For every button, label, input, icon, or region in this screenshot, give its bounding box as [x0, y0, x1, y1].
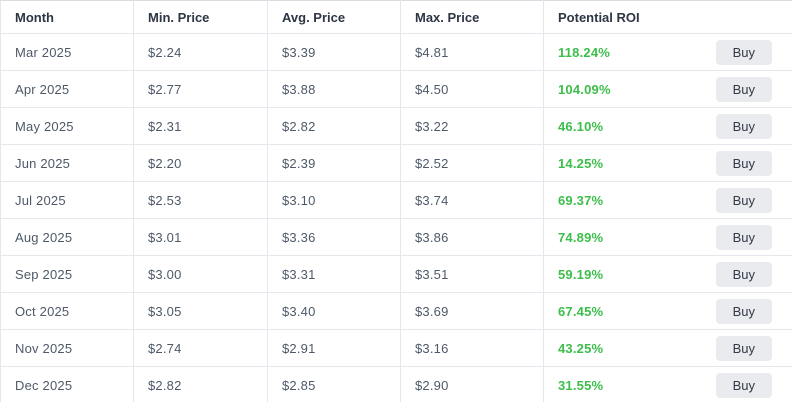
roi-value: 69.37%: [558, 192, 604, 208]
roi-cell-inner: 46.10% Buy: [558, 113, 772, 139]
table-row: Apr 2025 $2.77 $3.88 $4.50 104.09% Buy: [0, 70, 792, 108]
column-header-avg-price: Avg. Price: [267, 0, 401, 34]
roi-cell-inner: 14.25% Buy: [558, 150, 772, 176]
table-row: May 2025 $2.31 $2.82 $3.22 46.10% Buy: [0, 107, 792, 145]
max-price-cell: $3.51: [400, 255, 544, 293]
buy-button[interactable]: Buy: [715, 39, 772, 65]
table-row: Sep 2025 $3.00 $3.31 $3.51 59.19% Buy: [0, 255, 792, 293]
potential-roi-cell: 43.25% Buy: [543, 329, 792, 367]
roi-value: 104.09%: [558, 81, 611, 97]
potential-roi-cell: 69.37% Buy: [543, 181, 792, 219]
roi-cell-inner: 118.24% Buy: [558, 39, 772, 65]
buy-button[interactable]: Buy: [715, 335, 772, 361]
min-price-cell: $2.74: [133, 329, 268, 367]
table-row: Dec 2025 $2.82 $2.85 $2.90 31.55% Buy: [0, 366, 792, 402]
month-cell: Jul 2025: [0, 181, 134, 219]
potential-roi-cell: 118.24% Buy: [543, 33, 792, 71]
max-price-cell: $3.22: [400, 107, 544, 145]
roi-value: 67.45%: [558, 303, 604, 319]
avg-price-cell: $3.10: [267, 181, 401, 219]
table-row: Aug 2025 $3.01 $3.36 $3.86 74.89% Buy: [0, 218, 792, 256]
max-price-cell: $3.86: [400, 218, 544, 256]
min-price-cell: $2.20: [133, 144, 268, 182]
roi-value: 14.25%: [558, 155, 604, 171]
avg-price-cell: $3.36: [267, 218, 401, 256]
table-header: Month Min. Price Avg. Price Max. Price P…: [0, 0, 792, 34]
buy-button[interactable]: Buy: [715, 224, 772, 250]
roi-value: 31.55%: [558, 377, 604, 393]
month-cell: Jun 2025: [0, 144, 134, 182]
min-price-cell: $2.53: [133, 181, 268, 219]
roi-value: 59.19%: [558, 266, 604, 282]
min-price-cell: $3.05: [133, 292, 268, 330]
min-price-cell: $3.01: [133, 218, 268, 256]
max-price-cell: $2.52: [400, 144, 544, 182]
header-row: Month Min. Price Avg. Price Max. Price P…: [0, 0, 792, 34]
month-cell: Oct 2025: [0, 292, 134, 330]
table-row: Jun 2025 $2.20 $2.39 $2.52 14.25% Buy: [0, 144, 792, 182]
avg-price-cell: $2.85: [267, 366, 401, 402]
roi-cell-inner: 69.37% Buy: [558, 187, 772, 213]
min-price-cell: $2.24: [133, 33, 268, 71]
min-price-cell: $2.77: [133, 70, 268, 108]
max-price-cell: $4.50: [400, 70, 544, 108]
avg-price-cell: $3.31: [267, 255, 401, 293]
roi-cell-inner: 104.09% Buy: [558, 76, 772, 102]
buy-button[interactable]: Buy: [715, 76, 772, 102]
min-price-cell: $2.82: [133, 366, 268, 402]
potential-roi-cell: 104.09% Buy: [543, 70, 792, 108]
min-price-cell: $3.00: [133, 255, 268, 293]
month-cell: May 2025: [0, 107, 134, 145]
max-price-cell: $3.16: [400, 329, 544, 367]
buy-button[interactable]: Buy: [715, 298, 772, 324]
potential-roi-cell: 67.45% Buy: [543, 292, 792, 330]
potential-roi-cell: 31.55% Buy: [543, 366, 792, 402]
potential-roi-cell: 59.19% Buy: [543, 255, 792, 293]
column-header-max-price: Max. Price: [400, 0, 544, 34]
avg-price-cell: $2.39: [267, 144, 401, 182]
column-header-potential-roi: Potential ROI: [543, 0, 792, 34]
avg-price-cell: $3.39: [267, 33, 401, 71]
max-price-cell: $3.69: [400, 292, 544, 330]
potential-roi-cell: 14.25% Buy: [543, 144, 792, 182]
min-price-cell: $2.31: [133, 107, 268, 145]
column-header-min-price: Min. Price: [133, 0, 268, 34]
potential-roi-cell: 46.10% Buy: [543, 107, 792, 145]
month-cell: Dec 2025: [0, 366, 134, 402]
month-cell: Nov 2025: [0, 329, 134, 367]
roi-value: 118.24%: [558, 44, 611, 60]
table-row: Oct 2025 $3.05 $3.40 $3.69 67.45% Buy: [0, 292, 792, 330]
month-cell: Sep 2025: [0, 255, 134, 293]
roi-value: 46.10%: [558, 118, 604, 134]
roi-cell-inner: 74.89% Buy: [558, 224, 772, 250]
table-row: Mar 2025 $2.24 $3.39 $4.81 118.24% Buy: [0, 33, 792, 71]
month-cell: Apr 2025: [0, 70, 134, 108]
avg-price-cell: $2.91: [267, 329, 401, 367]
month-cell: Aug 2025: [0, 218, 134, 256]
roi-cell-inner: 67.45% Buy: [558, 298, 772, 324]
potential-roi-cell: 74.89% Buy: [543, 218, 792, 256]
buy-button[interactable]: Buy: [715, 150, 772, 176]
max-price-cell: $4.81: [400, 33, 544, 71]
buy-button[interactable]: Buy: [715, 261, 772, 287]
table-row: Nov 2025 $2.74 $2.91 $3.16 43.25% Buy: [0, 329, 792, 367]
table-row: Jul 2025 $2.53 $3.10 $3.74 69.37% Buy: [0, 181, 792, 219]
column-header-month: Month: [0, 0, 134, 34]
roi-value: 74.89%: [558, 229, 604, 245]
roi-cell-inner: 31.55% Buy: [558, 372, 772, 398]
max-price-cell: $3.74: [400, 181, 544, 219]
roi-cell-inner: 59.19% Buy: [558, 261, 772, 287]
buy-button[interactable]: Buy: [715, 187, 772, 213]
avg-price-cell: $3.88: [267, 70, 401, 108]
table-body: Mar 2025 $2.24 $3.39 $4.81 118.24% Buy A…: [0, 33, 792, 402]
avg-price-cell: $2.82: [267, 107, 401, 145]
buy-button[interactable]: Buy: [715, 372, 772, 398]
buy-button[interactable]: Buy: [715, 113, 772, 139]
month-cell: Mar 2025: [0, 33, 134, 71]
roi-value: 43.25%: [558, 340, 604, 356]
avg-price-cell: $3.40: [267, 292, 401, 330]
max-price-cell: $2.90: [400, 366, 544, 402]
roi-cell-inner: 43.25% Buy: [558, 335, 772, 361]
